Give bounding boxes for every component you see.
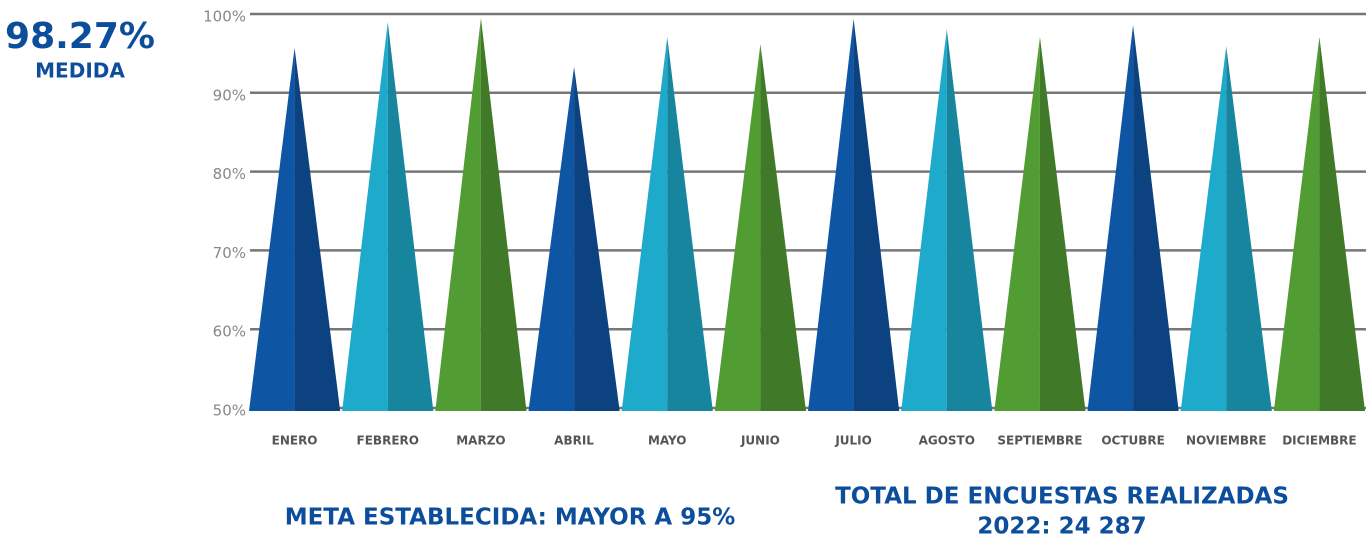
bar-left bbox=[528, 66, 575, 412]
bar-left bbox=[808, 18, 854, 412]
bar-left bbox=[249, 47, 295, 411]
bar-left bbox=[994, 36, 1040, 412]
bar-right bbox=[946, 28, 993, 412]
summary-label: MEDIDA bbox=[35, 59, 125, 83]
x-tick-label: MAYO bbox=[648, 434, 687, 448]
x-tick-label: NOVIEMBRE bbox=[1186, 434, 1266, 448]
y-tick-label: 100% bbox=[203, 8, 246, 26]
bar-left bbox=[901, 28, 947, 412]
x-tick-label: JULIO bbox=[834, 434, 872, 448]
bar-right bbox=[1226, 46, 1272, 412]
x-tick-label: SEPTIEMBRE bbox=[997, 434, 1082, 448]
bar-right bbox=[1319, 36, 1365, 412]
bar-right bbox=[853, 18, 900, 412]
x-tick-label: OCTUBRE bbox=[1101, 434, 1165, 448]
bar-left bbox=[1087, 25, 1134, 411]
x-tick-label: DICIEMBRE bbox=[1282, 434, 1356, 448]
bar-right bbox=[1133, 25, 1179, 411]
bar-right bbox=[760, 43, 806, 411]
bar-right bbox=[294, 47, 341, 411]
bar-left bbox=[435, 17, 481, 411]
x-tick-label: FEBRERO bbox=[357, 434, 419, 448]
bar-right bbox=[574, 66, 620, 412]
x-tick-label: ENERO bbox=[272, 434, 318, 448]
summary-value: 98.27% bbox=[5, 16, 155, 57]
bar-right bbox=[480, 17, 527, 411]
x-tick-label: ABRIL bbox=[554, 434, 594, 448]
total-text: TOTAL DE ENCUESTAS REALIZADAS bbox=[835, 484, 1289, 510]
y-tick-label: 80% bbox=[213, 165, 246, 183]
bar-right bbox=[387, 21, 434, 411]
y-tick-label: 70% bbox=[213, 244, 246, 262]
y-tick-label: 90% bbox=[213, 86, 246, 104]
x-tick-label: JUNIO bbox=[740, 434, 780, 448]
total-text: 2022: 24 287 bbox=[977, 514, 1146, 540]
bar-left bbox=[714, 43, 761, 411]
bar-left bbox=[342, 21, 388, 411]
bar-right bbox=[667, 36, 713, 412]
x-tick-label: MARZO bbox=[456, 434, 505, 448]
bar-left bbox=[621, 36, 668, 412]
y-tick-label: 50% bbox=[213, 402, 246, 420]
x-tick-label: AGOSTO bbox=[919, 434, 975, 448]
bar-left bbox=[1273, 36, 1320, 412]
bar-left bbox=[1180, 46, 1227, 412]
goal-text: META ESTABLECIDA: MAYOR A 95% bbox=[285, 505, 736, 531]
bar-right bbox=[1039, 36, 1086, 412]
y-tick-label: 60% bbox=[213, 323, 246, 341]
